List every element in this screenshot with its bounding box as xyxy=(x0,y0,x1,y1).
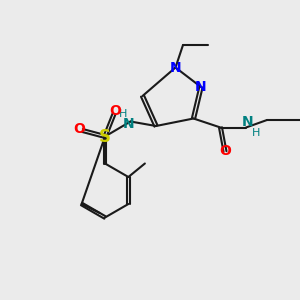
Text: H: H xyxy=(251,128,260,138)
Text: N: N xyxy=(170,61,181,74)
Text: O: O xyxy=(110,104,122,118)
Text: N: N xyxy=(123,118,135,131)
Text: H: H xyxy=(119,109,127,119)
Text: S: S xyxy=(99,128,111,146)
Text: N: N xyxy=(242,115,253,129)
Text: O: O xyxy=(73,122,85,136)
Text: O: O xyxy=(219,144,231,158)
Text: N: N xyxy=(195,80,207,94)
